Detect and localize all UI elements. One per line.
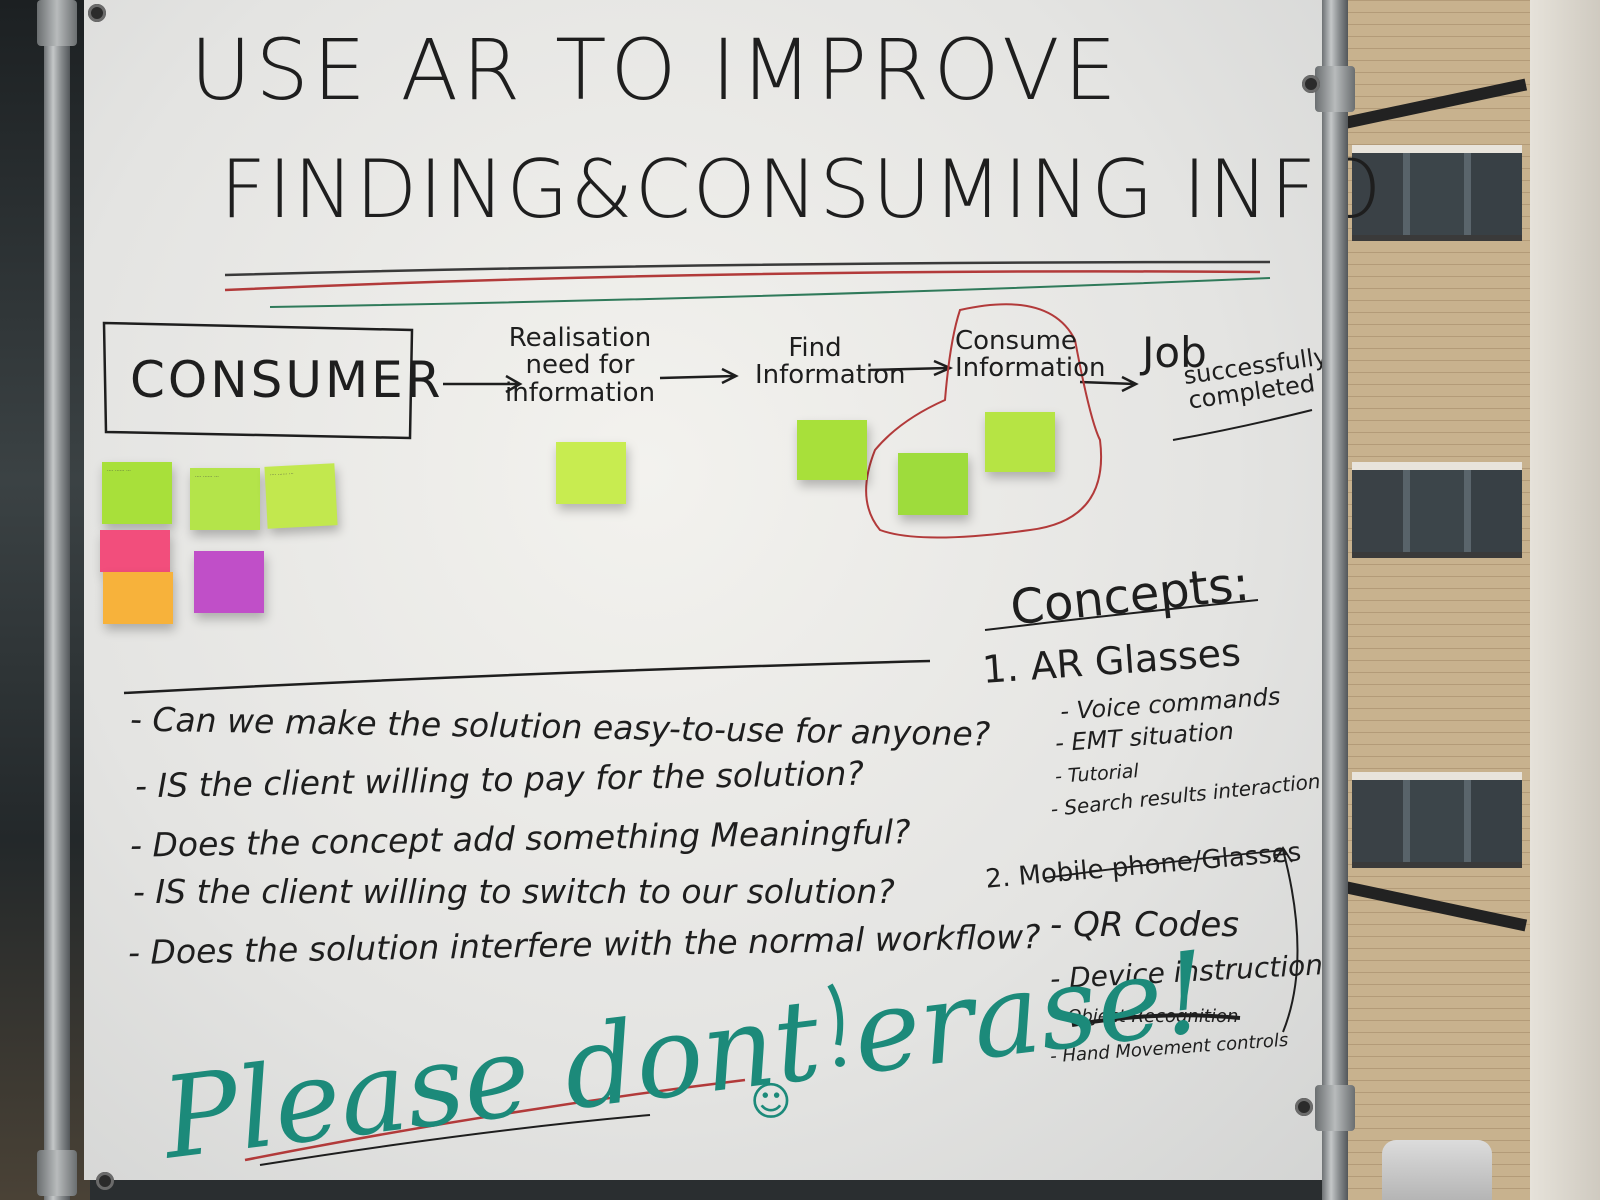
consumer-label: CONSUMER [130, 351, 444, 409]
sticky-note-green: ···· ······ ··· [102, 462, 172, 524]
sticky-note-pink [100, 530, 170, 572]
sticky-note-green [556, 442, 626, 504]
board-screw [1302, 75, 1320, 93]
frame-clamp [37, 1150, 77, 1196]
sticky-note-green [797, 420, 867, 480]
frame-clamp [1315, 66, 1355, 112]
sticky-note-green: ···· ······ ··· [264, 463, 338, 529]
concept-2-item: - QR Codes [1050, 905, 1240, 945]
flow-step-job: Job [1142, 328, 1207, 377]
board-screw [1295, 1098, 1313, 1116]
frame-clamp [37, 0, 77, 46]
title-line-2: FINDING&CONSUMING INFO [220, 143, 1384, 236]
board-screw [96, 1172, 114, 1190]
sticky-note-green [898, 453, 968, 515]
board-frame-pole-right [1322, 0, 1348, 1200]
sticky-note-purple [194, 551, 264, 613]
building-window [1352, 462, 1522, 558]
title-line-1: USE AR TO IMPROVE [190, 21, 1121, 119]
concept-2-item-struck: - Object Recognition [1055, 1006, 1239, 1027]
building-window [1352, 772, 1522, 868]
question-4: - IS the client willing to switch to our… [133, 872, 895, 911]
white-pillar [1530, 0, 1600, 1200]
frame-clamp [1315, 1085, 1355, 1131]
flow-step-find: Find Information [755, 333, 906, 391]
board-frame-pole-left [44, 0, 70, 1200]
sticky-note-orange [103, 572, 173, 624]
building-window [1352, 145, 1522, 241]
sticky-note-green [985, 412, 1055, 472]
flow-step-consume: Consume Information [955, 326, 1106, 384]
whiteboard [84, 0, 1332, 1180]
sticky-note-green: ···· ······ ··· [190, 468, 260, 530]
smiley-icon: ☺ [750, 1079, 792, 1125]
trash-bin [1382, 1140, 1492, 1200]
board-screw [88, 4, 106, 22]
flow-step-realisation: Realisation need for information [505, 323, 656, 408]
